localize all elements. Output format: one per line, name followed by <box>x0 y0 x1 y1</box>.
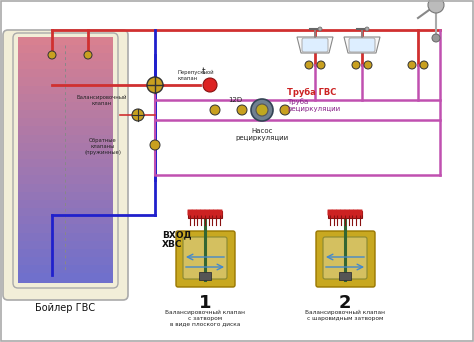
Bar <box>199 272 211 280</box>
Text: Труба
рециркуляции: Труба рециркуляции <box>287 98 340 112</box>
Bar <box>18 208 113 218</box>
Circle shape <box>147 77 163 93</box>
Circle shape <box>150 140 160 150</box>
Bar <box>18 233 113 242</box>
Bar <box>18 216 113 226</box>
Text: Насос
рециркуляции: Насос рециркуляции <box>236 128 289 141</box>
Bar <box>18 61 113 71</box>
Bar <box>18 224 113 234</box>
FancyBboxPatch shape <box>213 210 218 215</box>
Text: 1: 1 <box>199 294 211 312</box>
FancyBboxPatch shape <box>353 210 358 215</box>
Bar <box>18 200 113 210</box>
Circle shape <box>305 61 313 69</box>
Circle shape <box>317 61 325 69</box>
Text: Балансировочный
клапан: Балансировочный клапан <box>77 95 127 106</box>
FancyBboxPatch shape <box>323 237 367 279</box>
Circle shape <box>408 61 416 69</box>
Bar <box>18 45 113 54</box>
FancyBboxPatch shape <box>357 210 363 215</box>
Bar <box>18 94 113 103</box>
FancyBboxPatch shape <box>336 210 341 215</box>
Text: Балансировочный клапан
с затвором
в виде плоского диска: Балансировочный клапан с затвором в виде… <box>165 310 245 327</box>
Bar <box>18 175 113 185</box>
Text: 2: 2 <box>339 294 351 312</box>
Bar <box>18 249 113 259</box>
Bar <box>188 211 222 218</box>
Bar <box>18 86 113 95</box>
Circle shape <box>428 0 444 13</box>
Bar <box>18 118 113 128</box>
Circle shape <box>280 105 290 115</box>
Circle shape <box>251 99 273 121</box>
FancyBboxPatch shape <box>201 210 205 215</box>
Text: ВХОД
ХВС: ВХОД ХВС <box>162 230 191 249</box>
Bar <box>18 37 113 46</box>
Circle shape <box>364 61 372 69</box>
FancyBboxPatch shape <box>340 210 346 215</box>
Circle shape <box>132 109 144 121</box>
Bar <box>18 77 113 87</box>
Circle shape <box>352 61 360 69</box>
Bar <box>18 102 113 111</box>
Text: Перепускной
клапан: Перепускной клапан <box>178 70 215 81</box>
Circle shape <box>203 78 217 92</box>
FancyBboxPatch shape <box>316 231 375 287</box>
FancyBboxPatch shape <box>196 210 201 215</box>
Bar <box>18 273 113 283</box>
Bar <box>18 167 113 177</box>
FancyBboxPatch shape <box>188 210 192 215</box>
Circle shape <box>420 61 428 69</box>
FancyBboxPatch shape <box>209 210 214 215</box>
Bar <box>18 110 113 120</box>
Bar <box>18 159 113 169</box>
Bar <box>339 272 351 280</box>
Polygon shape <box>344 37 380 53</box>
FancyBboxPatch shape <box>302 38 328 52</box>
Text: t: t <box>202 67 206 77</box>
FancyBboxPatch shape <box>332 210 337 215</box>
FancyBboxPatch shape <box>349 38 375 52</box>
Text: Балансировочный клапан
с шаровидным затвором: Балансировочный клапан с шаровидным затв… <box>305 310 385 321</box>
Bar <box>18 53 113 63</box>
Circle shape <box>84 51 92 59</box>
FancyBboxPatch shape <box>183 237 227 279</box>
Bar <box>18 143 113 152</box>
Circle shape <box>237 105 247 115</box>
Text: Труба ГВС: Труба ГВС <box>287 88 337 97</box>
FancyBboxPatch shape <box>218 210 222 215</box>
FancyBboxPatch shape <box>328 210 332 215</box>
FancyBboxPatch shape <box>349 210 354 215</box>
Circle shape <box>432 34 440 42</box>
Bar <box>18 126 113 136</box>
Text: 12D: 12D <box>228 97 242 103</box>
Bar <box>18 151 113 160</box>
Polygon shape <box>297 37 333 53</box>
FancyBboxPatch shape <box>3 30 128 300</box>
Circle shape <box>48 51 56 59</box>
Circle shape <box>210 105 220 115</box>
Circle shape <box>365 27 369 31</box>
Bar <box>328 211 362 218</box>
Text: Обратные
клапаны
(пружинные): Обратные клапаны (пружинные) <box>84 138 121 155</box>
Bar <box>18 241 113 250</box>
FancyBboxPatch shape <box>192 210 197 215</box>
Circle shape <box>256 104 268 116</box>
FancyBboxPatch shape <box>345 210 350 215</box>
FancyBboxPatch shape <box>176 231 235 287</box>
Bar <box>18 69 113 79</box>
Text: Бойлер ГВС: Бойлер ГВС <box>35 303 95 313</box>
Bar <box>18 184 113 193</box>
FancyBboxPatch shape <box>205 210 210 215</box>
Bar <box>18 192 113 201</box>
Circle shape <box>318 27 322 31</box>
Bar <box>18 134 113 144</box>
Bar <box>18 257 113 267</box>
Bar <box>18 265 113 275</box>
